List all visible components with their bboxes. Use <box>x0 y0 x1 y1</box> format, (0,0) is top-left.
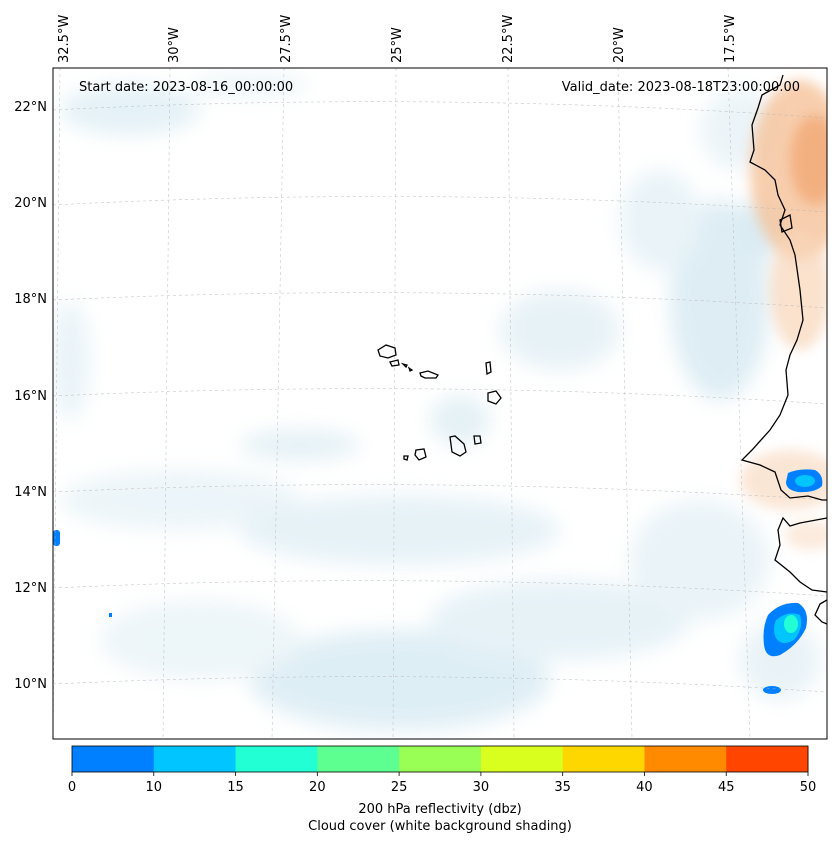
colorbar-tick-label: 15 <box>227 780 244 795</box>
colorbar-ticks: 0 10 15 20 25 30 35 40 45 50 <box>68 772 816 795</box>
lon-label: 22.5°W <box>501 15 516 63</box>
colorbar-swatch <box>72 746 155 772</box>
colorbar-tick-label: 25 <box>391 780 408 795</box>
valid-date-text: Valid_date: 2023-08-18T23:00:00.00 <box>562 80 800 95</box>
map-frame <box>52 67 828 740</box>
colorbar-swatch <box>153 746 237 772</box>
colorbar-tick-label: 50 <box>800 780 817 795</box>
longitude-labels: 32.5°W 30°W 27.5°W 25°W 22.5°W 20°W 17.5… <box>57 15 738 63</box>
lat-label: 14°N <box>14 485 47 500</box>
lat-label: 10°N <box>14 677 47 692</box>
colorbar-swatch <box>480 746 564 772</box>
colorbar-tick-label: 30 <box>473 780 490 795</box>
colorbar-swatch <box>235 746 318 772</box>
colorbar-label: 200 hPa reflectivity (dbz) <box>358 802 521 817</box>
cloud-cover-shading <box>53 73 820 730</box>
colorbar-tick-label: 35 <box>554 780 571 795</box>
lon-label: 20°W <box>612 27 627 63</box>
start-date-text: Start date: 2023-08-16_00:00:00 <box>79 80 293 95</box>
lat-label: 12°N <box>14 581 47 596</box>
colorbar-swatch <box>726 746 809 772</box>
land-shading <box>740 80 827 550</box>
colorbar-tick-label: 0 <box>68 780 76 795</box>
lat-label: 20°N <box>14 196 47 211</box>
lon-label: 17.5°W <box>723 15 738 63</box>
colorbar-swatch <box>317 746 400 772</box>
lat-label: 22°N <box>14 100 47 115</box>
graticule <box>53 68 827 739</box>
colorbar-swatches <box>72 746 809 772</box>
cape-verde-islands <box>377 344 502 461</box>
lat-label: 16°N <box>14 389 47 404</box>
lon-label: 25°W <box>390 27 405 63</box>
colorbar: 0 10 15 20 25 30 35 40 45 50 200 hPa reflectivity… <box>68 745 816 834</box>
colorbar-tick-label: 10 <box>146 780 163 795</box>
lat-label: 18°N <box>14 292 47 307</box>
lon-label: 32.5°W <box>57 15 72 63</box>
colorbar-tick-label: 45 <box>718 780 735 795</box>
reflectivity-cells <box>53 469 823 694</box>
lon-label: 27.5°W <box>279 15 294 63</box>
coastline <box>740 74 827 625</box>
lon-label: 30°W <box>167 27 182 63</box>
colorbar-frame <box>71 745 809 773</box>
colorbar-sublabel: Cloud cover (white background shading) <box>308 819 572 834</box>
colorbar-tick-label: 20 <box>309 780 326 795</box>
colorbar-swatch <box>644 746 727 772</box>
colorbar-swatch <box>562 746 645 772</box>
latitude-labels: 22°N 20°N 18°N 16°N 14°N 12°N 10°N <box>14 100 47 692</box>
colorbar-swatch <box>399 746 482 772</box>
colorbar-tick-label: 40 <box>636 780 653 795</box>
